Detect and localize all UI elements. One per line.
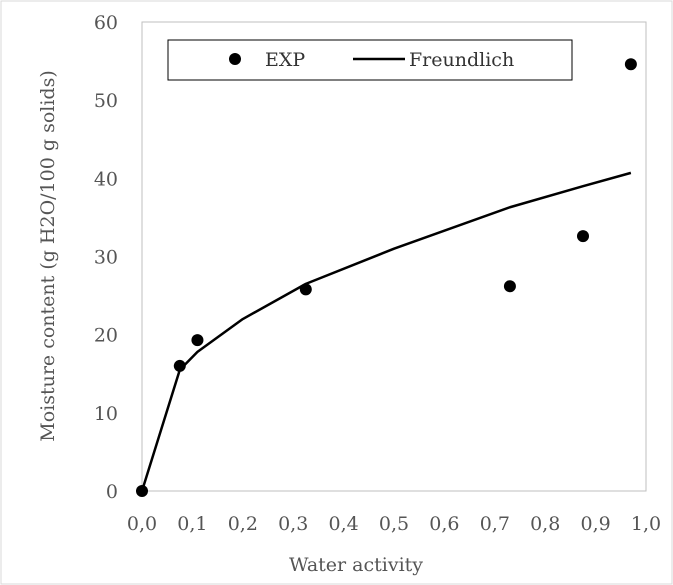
data-point-exp [624, 58, 637, 71]
x-tick-label: 0,9 [580, 513, 610, 535]
x-axis-title: Water activity [289, 554, 423, 576]
x-tick-label: 0,3 [278, 513, 308, 535]
y-tick-label: 0 [106, 481, 118, 503]
y-axis-ticks: 0 10 20 30 40 50 60 [94, 12, 118, 503]
y-axis-title: Moisture content (g H2O/100 g solids) [37, 70, 59, 442]
x-axis-ticks: 0,0 0,1 0,2 0,3 0,4 0,5 0,6 0,7 0,8 0,9 1,0 [127, 513, 661, 535]
x-tick-label: 0,8 [530, 513, 560, 535]
y-tick-label: 40 [94, 168, 118, 190]
x-tick-label: 0,4 [328, 513, 358, 535]
x-tick-label: 0,2 [228, 513, 258, 535]
legend-label-exp: EXP [265, 49, 305, 71]
legend-label-freundlich: Freundlich [409, 49, 514, 71]
legend: EXP Freundlich [167, 39, 573, 81]
series-points [136, 58, 637, 497]
x-tick-label: 0,5 [379, 513, 409, 535]
x-tick-label: 0,0 [127, 513, 157, 535]
legend-marker-exp [229, 53, 241, 65]
data-point-exp [191, 334, 204, 347]
data-point-exp [173, 359, 186, 372]
data-point-exp [577, 230, 589, 243]
data-point-exp [136, 485, 148, 497]
x-tick-label: 0,1 [177, 513, 207, 535]
y-tick-label: 50 [94, 90, 118, 112]
plot-area-border [141, 21, 647, 492]
y-tick-label: 10 [94, 403, 118, 425]
x-tick-label: 0,6 [429, 513, 459, 535]
data-point-exp [299, 283, 312, 296]
y-tick-label: 60 [94, 12, 118, 34]
data-point-exp [503, 280, 516, 293]
x-tick-label: 0,7 [480, 513, 510, 535]
x-tick-label: 1,0 [631, 513, 661, 535]
y-tick-label: 20 [94, 325, 118, 347]
y-tick-label: 30 [94, 247, 118, 269]
